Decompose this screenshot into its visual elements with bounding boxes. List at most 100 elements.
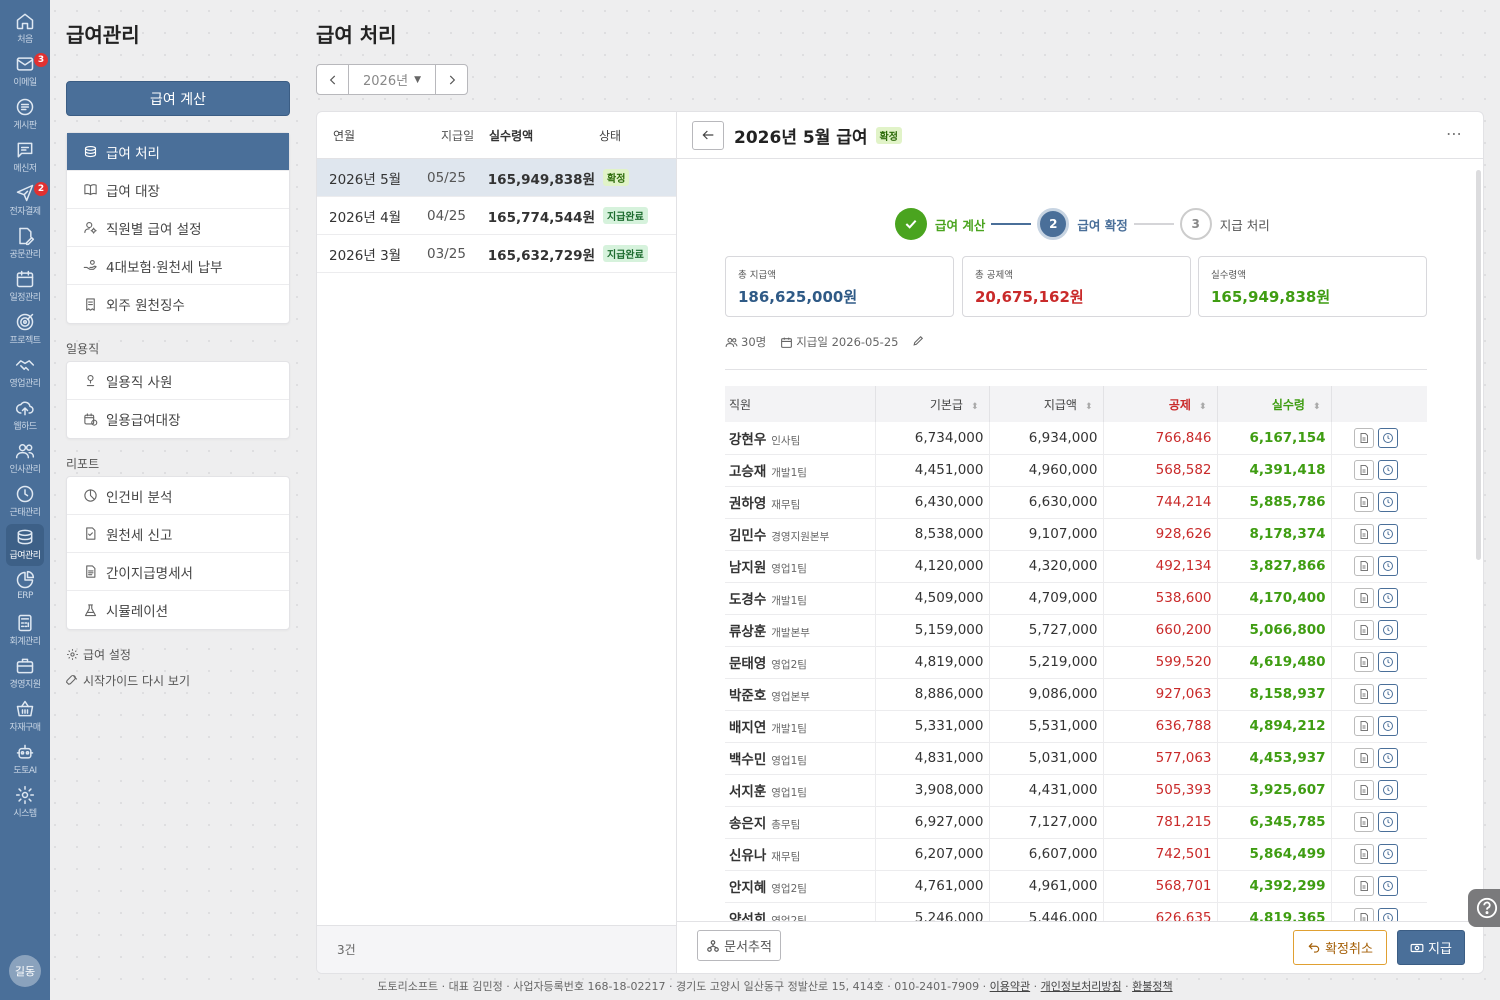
menu-item-daily-1[interactable]: 일용급여대장 bbox=[67, 400, 289, 438]
table-row[interactable]: 송은지 총무팀 6,927,000 7,127,000 781,215 6,345,785 bbox=[725, 806, 1427, 839]
prev-year-button[interactable] bbox=[317, 65, 348, 94]
back-button[interactable] bbox=[692, 120, 724, 150]
history-button[interactable] bbox=[1377, 876, 1398, 896]
rail-item-briefcase[interactable]: 경영지원 bbox=[0, 653, 50, 695]
history-button[interactable] bbox=[1377, 460, 1398, 480]
history-button[interactable] bbox=[1377, 908, 1398, 922]
table-row[interactable]: 배지연 개발1팀 5,331,000 5,531,000 636,788 4,894,21… bbox=[725, 710, 1427, 743]
payslip-button[interactable] bbox=[1353, 876, 1374, 896]
history-button[interactable] bbox=[1377, 427, 1398, 448]
history-button[interactable] bbox=[1377, 492, 1398, 512]
table-row[interactable]: 신유나 재무팀 6,207,000 6,607,000 742,501 5,864,499 bbox=[725, 838, 1427, 871]
history-button[interactable] bbox=[1377, 716, 1398, 736]
refund-link[interactable]: 환불정책 bbox=[1132, 980, 1173, 993]
payslip-button[interactable] bbox=[1353, 716, 1374, 736]
history-button[interactable] bbox=[1377, 812, 1398, 832]
next-year-button[interactable] bbox=[436, 65, 467, 94]
payslip-button[interactable] bbox=[1353, 684, 1374, 704]
rail-item-mail[interactable]: 이메일 3 bbox=[0, 51, 50, 93]
menu-item-report-0[interactable]: 인건비 분석 bbox=[67, 477, 289, 515]
payslip-button[interactable] bbox=[1353, 652, 1374, 672]
rail-item-basket[interactable]: 자재구매 bbox=[0, 696, 50, 738]
menu-item-main-0[interactable]: 급여 처리 bbox=[67, 133, 289, 171]
menu-item-main-1[interactable]: 급여 대장 bbox=[67, 171, 289, 209]
table-row[interactable]: 도경수 개발1팀 4,509,000 4,709,000 538,600 4,170,40… bbox=[725, 582, 1427, 615]
list-item[interactable]: 2026년 5월 05/25 165,949,838원 확정 bbox=[317, 159, 676, 197]
th-net[interactable]: 실수령 ⬍ bbox=[1217, 386, 1332, 422]
payslip-button[interactable] bbox=[1353, 427, 1374, 448]
payslip-button[interactable] bbox=[1353, 588, 1374, 608]
table-row[interactable]: 안지혜 영업2팀 4,761,000 4,961,000 568,701 4,392,29… bbox=[725, 870, 1427, 903]
rail-item-calendar[interactable]: 일정관리 bbox=[0, 266, 50, 308]
payslip-button[interactable] bbox=[1353, 460, 1374, 480]
table-row[interactable]: 양선희 영업2팀 5,246,000 5,446,000 626,635 4,819,36… bbox=[725, 902, 1427, 922]
rail-item-clock[interactable]: 근태관리 bbox=[0, 481, 50, 523]
rail-item-target[interactable]: 프로젝트 bbox=[0, 309, 50, 351]
doc-trace-button[interactable]: 문서추적 bbox=[697, 930, 781, 961]
payslip-button[interactable] bbox=[1353, 492, 1374, 512]
table-row[interactable]: 백수민 영업1팀 4,831,000 5,031,000 577,063 4,453,93… bbox=[725, 742, 1427, 775]
help-button[interactable] bbox=[1468, 889, 1500, 927]
detail-scrollbar[interactable] bbox=[1476, 170, 1481, 560]
menu-item-main-3[interactable]: 4대보험·원천세 납부 bbox=[67, 247, 289, 285]
more-options-button[interactable]: ⋯ bbox=[1446, 124, 1463, 143]
payslip-button[interactable] bbox=[1353, 844, 1374, 864]
calculate-payroll-button[interactable]: 급여 계산 bbox=[66, 81, 290, 116]
menu-item-main-2[interactable]: 직원별 급여 설정 bbox=[67, 209, 289, 247]
menu-item-report-2[interactable]: 간이지급명세서 bbox=[67, 553, 289, 591]
payslip-button[interactable] bbox=[1353, 556, 1374, 576]
payslip-button[interactable] bbox=[1353, 908, 1374, 922]
th-base[interactable]: 기본급 ⬍ bbox=[875, 386, 990, 422]
rail-item-cloud-upload[interactable]: 웹하드 bbox=[0, 395, 50, 437]
rail-item-pie-chart[interactable]: ERP bbox=[0, 567, 50, 609]
table-row[interactable]: 권하영 재무팀 6,430,000 6,630,000 744,214 5,885,786 bbox=[725, 486, 1427, 519]
payslip-button[interactable] bbox=[1353, 524, 1374, 544]
table-row[interactable]: 남지원 영업1팀 4,120,000 4,320,000 492,134 3,827,86… bbox=[725, 550, 1427, 583]
menu-item-report-1[interactable]: 원천세 신고 bbox=[67, 515, 289, 553]
list-item[interactable]: 2026년 4월 04/25 165,774,544원 지급완료 bbox=[317, 197, 676, 235]
th-gross[interactable]: 지급액 ⬍ bbox=[989, 386, 1104, 422]
rail-item-robot[interactable]: 도토AI bbox=[0, 739, 50, 781]
history-button[interactable] bbox=[1377, 556, 1398, 576]
table-row[interactable]: 고승재 개발1팀 4,451,000 4,960,000 568,582 4,391,41… bbox=[725, 454, 1427, 487]
payslip-button[interactable] bbox=[1353, 620, 1374, 640]
table-row[interactable]: 류상훈 개발본부 5,159,000 5,727,000 660,200 5,066,80… bbox=[725, 614, 1427, 647]
cancel-confirm-button[interactable]: 확정취소 bbox=[1293, 930, 1387, 965]
list-item[interactable]: 2026년 3월 03/25 165,632,729원 지급완료 bbox=[317, 235, 676, 273]
user-avatar[interactable]: 길동 bbox=[9, 955, 41, 987]
rail-item-board[interactable]: 게시판 bbox=[0, 94, 50, 136]
rail-item-handshake[interactable]: 영업관리 bbox=[0, 352, 50, 394]
edit-pay-date-button[interactable] bbox=[912, 334, 928, 350]
th-deduction[interactable]: 공제 ⬍ bbox=[1103, 386, 1218, 422]
payroll-settings-link[interactable]: 급여 설정 bbox=[66, 646, 131, 663]
history-button[interactable] bbox=[1377, 780, 1398, 800]
rail-item-people[interactable]: 인사관리 bbox=[0, 438, 50, 480]
payslip-button[interactable] bbox=[1353, 748, 1374, 768]
menu-item-main-4[interactable]: 외주 원천징수 bbox=[67, 285, 289, 323]
rail-item-document-edit[interactable]: 공문관리 bbox=[0, 223, 50, 265]
history-button[interactable] bbox=[1377, 620, 1398, 640]
table-row[interactable]: 박준호 영업본부 8,886,000 9,086,000 927,063 8,158,93… bbox=[725, 678, 1427, 711]
payslip-button[interactable] bbox=[1353, 812, 1374, 832]
history-button[interactable] bbox=[1377, 524, 1398, 544]
privacy-link[interactable]: 개인정보처리방침 bbox=[1040, 980, 1122, 993]
rail-item-calculator[interactable]: 회계관리 bbox=[0, 610, 50, 652]
history-button[interactable] bbox=[1377, 844, 1398, 864]
terms-link[interactable]: 이용약관 bbox=[989, 980, 1031, 993]
table-row[interactable]: 김민수 경영지원본부 8,538,000 9,107,000 928,626 8,178,… bbox=[725, 518, 1427, 551]
menu-item-daily-0[interactable]: 일용직 사원 bbox=[67, 362, 289, 400]
history-button[interactable] bbox=[1377, 588, 1398, 608]
year-select[interactable]: 2026년 ▼ bbox=[348, 65, 436, 94]
history-button[interactable] bbox=[1377, 748, 1398, 768]
payslip-button[interactable] bbox=[1353, 780, 1374, 800]
history-button[interactable] bbox=[1377, 684, 1398, 704]
rail-item-home[interactable]: 처음 bbox=[0, 8, 50, 50]
menu-item-report-3[interactable]: 시뮬레이션 bbox=[67, 591, 289, 629]
table-row[interactable]: 서지훈 영업1팀 3,908,000 4,431,000 505,393 3,925,60… bbox=[725, 774, 1427, 807]
rail-item-send[interactable]: 전자결제 2 bbox=[0, 180, 50, 222]
history-button[interactable] bbox=[1377, 652, 1398, 672]
rail-item-coins[interactable]: 급여관리 bbox=[6, 524, 44, 566]
start-guide-link[interactable]: 시작가이드 다시 보기 bbox=[66, 672, 190, 689]
rail-item-gear[interactable]: 시스템 bbox=[0, 782, 50, 824]
rail-item-messenger[interactable]: 메신저 bbox=[0, 137, 50, 179]
